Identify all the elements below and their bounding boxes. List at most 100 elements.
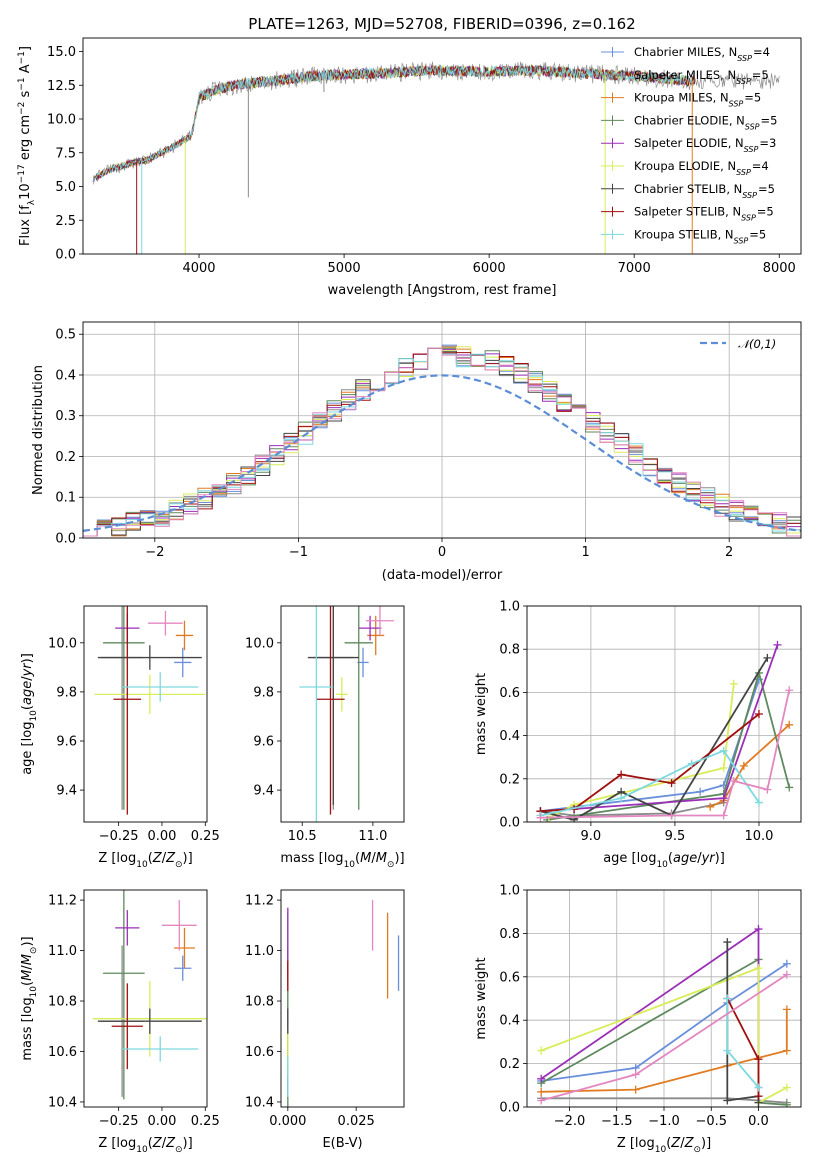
mass-weight-marker [782, 1083, 791, 1092]
x-axis-label: Z [log10(Z/Z⊙)] [98, 851, 192, 870]
y-tick-label: 11.2 [48, 894, 77, 909]
x-tick-label: 7000 [618, 261, 651, 276]
mass-weight-marker [754, 1083, 763, 1092]
mass-weight-series [547, 669, 791, 821]
spectrum-line [92, 64, 695, 182]
x-tick-label: 1 [581, 545, 589, 560]
y-tick-label: 0.6 [499, 686, 520, 701]
axes-mass_vs_EBV: 0.000 0.025 10.4 10.6 10.8 11.0 11.2 E(B-V) [245, 889, 405, 1151]
mass-weight-marker [706, 802, 715, 811]
errorbars [299, 606, 395, 822]
y-tick-label: 7.5 [55, 146, 76, 161]
y-tick-label: 9.8 [56, 685, 77, 700]
y-axis-label: Flux [fλ10−17 erg cm−2 s−1 A−1] [17, 46, 37, 246]
errorbars [287, 900, 400, 1107]
x-tick-label: 10.0 [744, 829, 773, 844]
x-tick-label: −1.5 [601, 1114, 633, 1129]
histograms [83, 344, 801, 537]
x-axis-label: E(B-V) [322, 1136, 362, 1151]
mass-weight-marker [763, 653, 772, 662]
x-tick-label: 0.25 [191, 829, 220, 844]
mass-weight-series [540, 966, 788, 1105]
axes-frame [82, 37, 802, 255]
y-tick-label: 0.1 [55, 491, 76, 506]
x-tick-label: 10.5 [288, 829, 317, 844]
y-axis-label: age [log10(age/yr)] [20, 653, 39, 775]
spectrum-line [92, 64, 695, 182]
legend-label: Chabrier STELIB, NSSP=5 [634, 182, 775, 200]
chart-title: PLATE=1263, MJD=52708, FIBERID=0396, z=0… [248, 15, 635, 33]
x-tick-label: 0.00 [147, 829, 176, 844]
mass-weight-lines [537, 925, 791, 1107]
y-tick-label: 0.3 [55, 409, 76, 424]
x-tick-label: 0.25 [191, 1114, 220, 1129]
axes-frame [526, 889, 802, 1108]
mass-weight-marker [763, 785, 772, 794]
mass-weight-marker [631, 1085, 640, 1094]
axes-frame [83, 605, 208, 823]
mass-weight-marker [617, 770, 626, 779]
mass-weight-marker [754, 925, 763, 934]
mass-weight-marker [537, 1096, 546, 1105]
mass-weight-series [548, 683, 735, 819]
x-tick-label: −0.25 [99, 1114, 139, 1129]
axes-massweight_vs_age: 9.0 9.5 10.0 0.0 0.2 0.4 0.6 0.8 1.0 age [log10(a… [474, 600, 802, 870]
y-tick-label: 1.0 [499, 600, 520, 615]
mass-weight-marker [719, 794, 728, 803]
mass-weight-marker [723, 994, 732, 1003]
mass-weight-marker [719, 764, 728, 772]
y-tick-label: 9.6 [253, 735, 274, 750]
mass-weight-marker [687, 759, 696, 768]
axes-massweight_vs_Z: −2.0 −1.5 −1.0 −0.5 0.0 0.0 0.2 0.4 0.6 0.8 1.0 Z [… [474, 884, 802, 1155]
y-tick-label: 0.2 [499, 1057, 520, 1072]
y-tick-label: 9.8 [253, 685, 274, 700]
y-tick-label: 11.0 [48, 944, 77, 959]
x-tick-label: 0.00 [147, 1114, 176, 1129]
x-tick-label: −1 [289, 545, 308, 560]
y-tick-label: 10.0 [245, 636, 274, 651]
y-tick-label: 10.8 [48, 995, 77, 1010]
mass-weight-marker [617, 794, 626, 803]
y-tick-label: 10.0 [48, 636, 77, 651]
errorbars [92, 890, 207, 1100]
y-tick-label: 11.0 [245, 944, 274, 959]
x-tick-label: 6000 [473, 261, 506, 276]
x-tick-label: 11.0 [358, 829, 387, 844]
mass-weight-marker [785, 720, 794, 729]
mass-weight-marker [782, 1100, 791, 1107]
legend-label: Kroupa STELIB, NSSP=5 [634, 227, 766, 245]
axes-age_vs_mass: 10.5 11.0 9.4 9.6 9.8 10.0 mass [log10(M/M⊙)] [245, 605, 405, 870]
y-tick-label: 10.6 [48, 1045, 77, 1060]
mass-weight-marker [667, 779, 676, 788]
axes-frame [526, 605, 802, 823]
y-tick-label: 10.6 [245, 1045, 274, 1060]
mass-weight-marker [785, 783, 794, 792]
y-axis-label: mass weight [474, 957, 489, 1039]
legend-label: 𝒩(0,1) [738, 337, 776, 351]
mass-weight-marker [719, 746, 728, 755]
axes-mass_vs_Z: −0.25 0.00 0.25 10.4 10.6 10.8 11.0 11.2 Z [log1… [20, 889, 220, 1155]
y-tick-label: 0.0 [55, 248, 76, 263]
legend-label: Chabrier MILES, NSSP=4 [634, 45, 770, 63]
mass-weight-marker [782, 959, 791, 968]
mass-weight-marker [785, 686, 794, 695]
mass-weight-series [541, 1097, 787, 1104]
y-tick-label: 0.0 [55, 532, 76, 547]
mass-weight-marker [667, 811, 676, 820]
histogram-series [83, 347, 801, 537]
y-tick-label: 0.0 [499, 1101, 520, 1116]
y-tick-label: 0.4 [499, 729, 520, 744]
mass-weight-marker [773, 640, 782, 649]
x-tick-label: −2.0 [554, 1114, 586, 1129]
y-tick-label: 5.0 [55, 180, 76, 195]
y-axis-label: Normed distribution [31, 365, 46, 495]
mass-weight-marker [739, 761, 748, 770]
mass-weight-marker [723, 938, 732, 947]
legend-label: Kroupa MILES, NSSP=5 [634, 91, 761, 109]
x-tick-label: 0 [438, 545, 446, 560]
mass-weight-marker [696, 787, 705, 796]
legend-label: Salpeter STELIB, NSSP=5 [634, 205, 774, 223]
mass-weight-marker [537, 1046, 546, 1055]
x-axis-label: Z [log10(Z/Z⊙)] [98, 1136, 192, 1155]
x-tick-label: −0.25 [99, 829, 139, 844]
